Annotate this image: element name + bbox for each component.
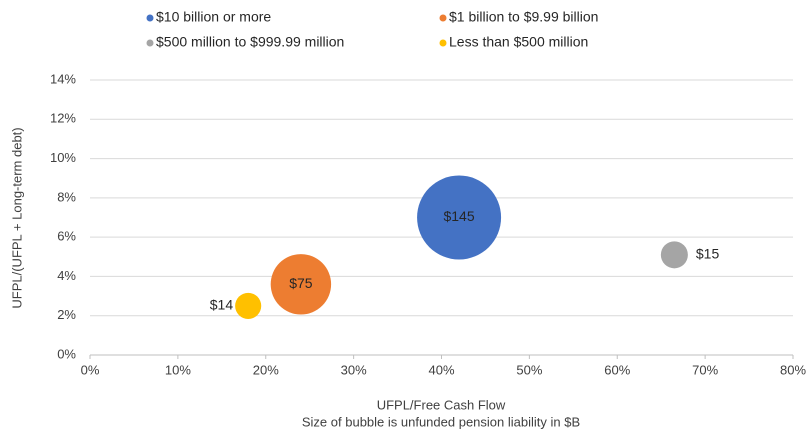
x-axis-note: Size of bubble is unfunded pension liabi… bbox=[302, 414, 580, 429]
legend-label: Less than $500 million bbox=[449, 34, 588, 50]
y-tick-label: 8% bbox=[57, 189, 76, 204]
x-tick-label: 60% bbox=[604, 362, 630, 377]
x-tick-label: 10% bbox=[165, 362, 191, 377]
x-tick-label: 40% bbox=[428, 362, 454, 377]
y-tick-label: 6% bbox=[57, 229, 76, 244]
legend-marker bbox=[146, 39, 154, 47]
bubble bbox=[417, 175, 502, 260]
legend-marker bbox=[146, 14, 154, 22]
x-tick-label: 70% bbox=[692, 362, 718, 377]
legend: $10 billion or more $1 billion to $9.99 b… bbox=[146, 9, 598, 50]
bubble bbox=[270, 254, 332, 315]
data-label: $14 bbox=[210, 297, 234, 313]
x-tick-label: 20% bbox=[253, 362, 279, 377]
y-tick-label: 2% bbox=[57, 307, 76, 322]
bubble bbox=[660, 241, 688, 269]
y-tick-label: 0% bbox=[57, 346, 76, 361]
x-tick-label: 80% bbox=[780, 362, 806, 377]
y-tick-label: 12% bbox=[50, 111, 76, 126]
x-axis-title: UFPL/Free Cash Flow bbox=[377, 397, 506, 412]
x-tick-label: 0% bbox=[81, 362, 100, 377]
legend-marker bbox=[439, 14, 447, 22]
y-axis-title: UFPL/(UFPL + Long-term debt) bbox=[9, 127, 24, 308]
data-label: $75 bbox=[289, 275, 313, 291]
legend-label: $500 million to $999.99 million bbox=[156, 34, 344, 50]
y-tick-label: 4% bbox=[57, 268, 76, 283]
data-label: $145 bbox=[443, 208, 474, 224]
bubble bbox=[235, 292, 262, 319]
y-tick-label: 14% bbox=[50, 71, 76, 86]
data-label: $15 bbox=[696, 246, 720, 262]
y-tick-label: 10% bbox=[50, 150, 76, 165]
legend-label: $10 billion or more bbox=[156, 9, 271, 25]
x-tick-label: 50% bbox=[516, 362, 542, 377]
legend-label: $1 billion to $9.99 billion bbox=[449, 9, 598, 25]
legend-marker bbox=[439, 39, 447, 47]
x-tick-label: 30% bbox=[341, 362, 367, 377]
